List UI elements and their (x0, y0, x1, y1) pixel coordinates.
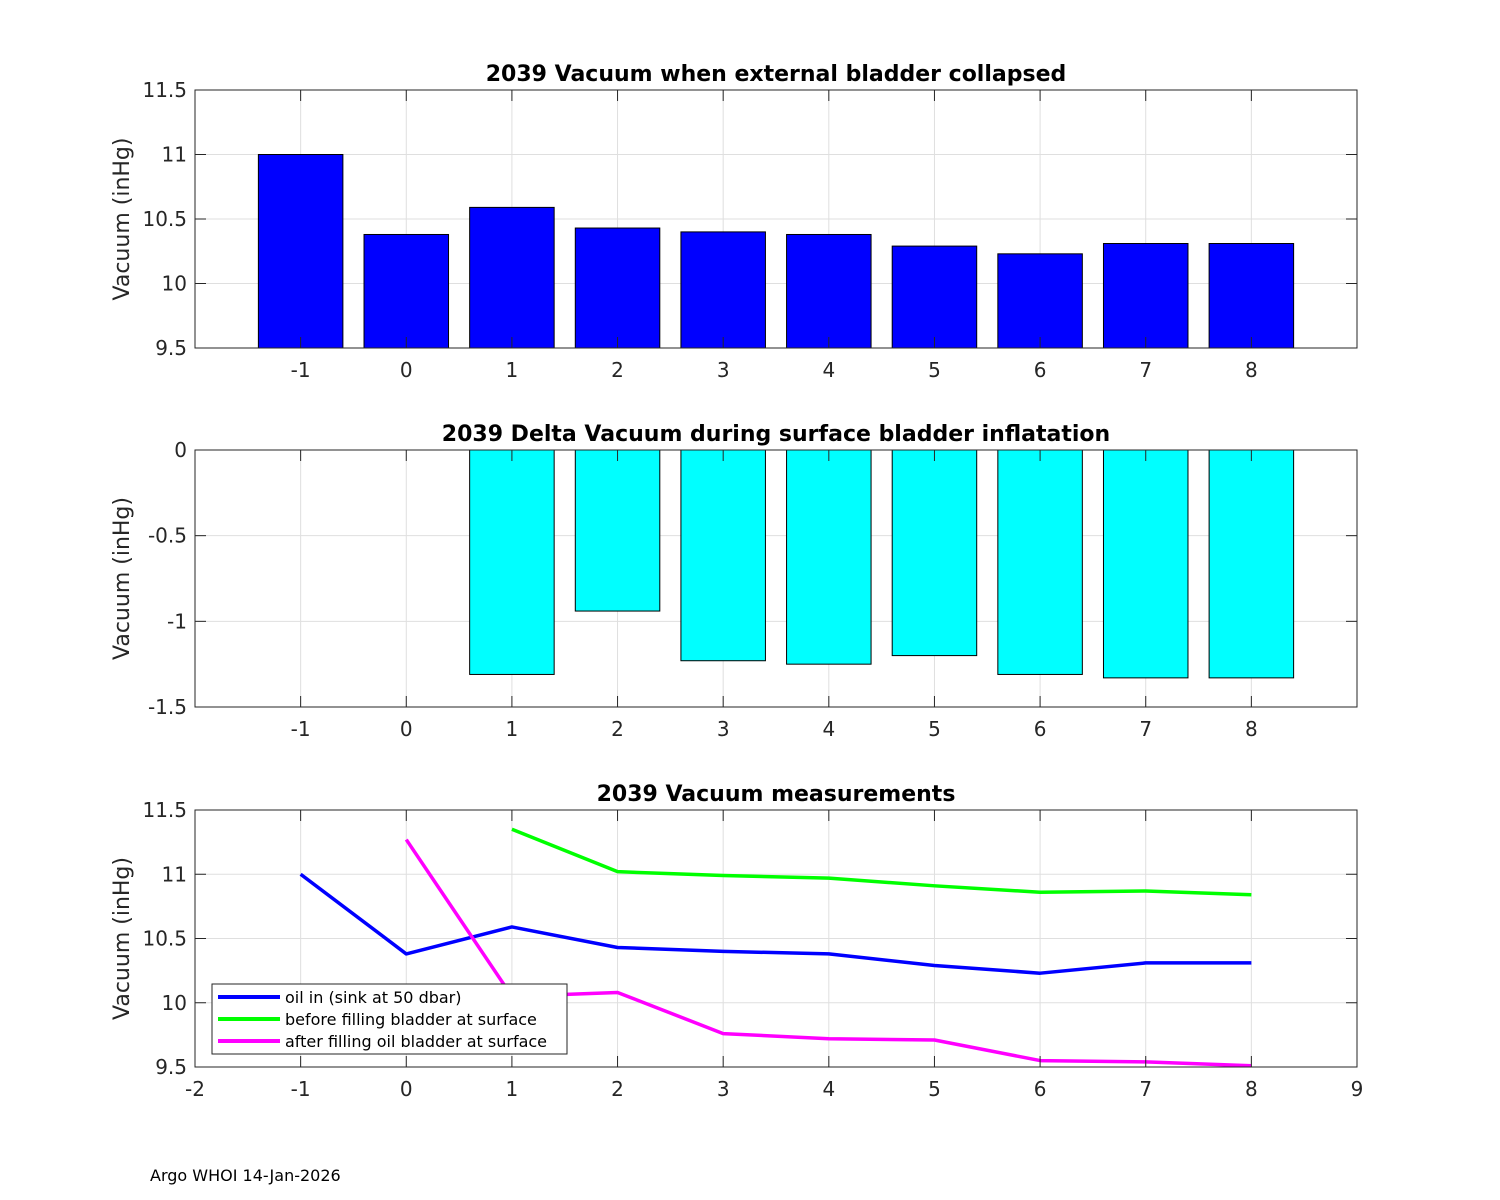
xtick-label: 6 (1034, 717, 1047, 741)
bar-5 (891, 449, 978, 657)
bar-0 (363, 233, 450, 349)
xtick-label: -1 (291, 358, 311, 382)
chart-title: 2039 Vacuum when external bladder collap… (486, 62, 1067, 87)
bar-2 (574, 227, 661, 349)
xtick-label: 5 (928, 717, 941, 741)
legend-label-3: after filling oil bladder at surface (285, 1032, 547, 1051)
xtick-label: 1 (506, 358, 519, 382)
xtick-label: 0 (400, 717, 413, 741)
ytick-label: 11 (162, 143, 187, 167)
xtick-label: 0 (400, 358, 413, 382)
bar-6 (997, 253, 1083, 349)
legend-label-2: before filling bladder at surface (285, 1010, 537, 1029)
chart-3: -2 -1 0 1 2 3 4 5 6 7 8 9 9.5 10 10.5 11 11.5 2039 Vacuum… (110, 782, 1363, 1101)
bar-8 (1208, 449, 1295, 679)
ytick-label: -1 (167, 609, 187, 633)
bar-4 (786, 233, 872, 349)
xtick-label: 2 (611, 358, 624, 382)
bar-4 (786, 449, 872, 665)
bar-6 (997, 449, 1083, 675)
chart-1: -1 0 1 2 3 4 5 6 7 8 9.5 10 10.5 11 11.5 2039 Vacuum wh… (110, 62, 1358, 382)
xtick-label: 0 (400, 1077, 413, 1101)
bar-5 (891, 245, 978, 349)
xtick-label: 9 (1351, 1077, 1364, 1101)
xtick-label: 3 (717, 358, 730, 382)
y-axis-label: Vacuum (inHg) (110, 138, 135, 301)
y-axis-label: Vacuum (inHg) (110, 857, 135, 1020)
legend: oil in (sink at 50 dbar) before filling b… (211, 983, 568, 1055)
chart-2: -1 0 1 2 3 4 5 6 7 8 -1.5 -1 -0.5 0 2039 Delta Vacuum … (110, 422, 1358, 741)
xtick-label: 5 (928, 1077, 941, 1101)
y-axis-label: Vacuum (inHg) (110, 497, 135, 660)
xtick-label: 6 (1034, 358, 1047, 382)
chart-title: 2039 Delta Vacuum during surface bladder… (442, 422, 1110, 447)
ytick-label: 10.5 (142, 207, 187, 231)
ytick-label: 10.5 (142, 927, 187, 951)
ytick-label: -0.5 (148, 524, 187, 548)
bar-3 (680, 449, 766, 662)
xtick-label: 7 (1139, 358, 1152, 382)
ytick-label: 9.5 (155, 1055, 187, 1079)
ytick-label: -1.5 (148, 695, 187, 719)
series-line-2 (511, 827, 1252, 897)
xtick-label: 4 (822, 358, 835, 382)
chart-title: 2039 Vacuum measurements (597, 782, 956, 807)
xtick-label: 2 (611, 1077, 624, 1101)
xtick-label: 8 (1245, 358, 1258, 382)
bar-3 (680, 231, 766, 349)
xtick-label: 1 (506, 1077, 519, 1101)
ytick-label: 11 (162, 862, 187, 886)
xtick-label: 2 (611, 717, 624, 741)
xtick-label: -2 (185, 1077, 205, 1101)
xtick-label: 4 (822, 717, 835, 741)
ytick-label: 0 (174, 438, 187, 462)
ytick-label: 11.5 (142, 798, 187, 822)
xtick-label: 3 (717, 717, 730, 741)
xtick-label: -1 (291, 1077, 311, 1101)
bar-7 (1102, 243, 1189, 349)
xtick-label: 3 (717, 1077, 730, 1101)
bar-1 (469, 206, 555, 349)
ytick-label: 9.5 (155, 336, 187, 360)
ytick-label: 10 (162, 272, 187, 296)
xtick-label: 8 (1245, 1077, 1258, 1101)
bar-8 (1208, 243, 1295, 349)
xtick-label: 7 (1139, 1077, 1152, 1101)
bar-7 (1102, 449, 1189, 679)
bar-2 (574, 449, 661, 612)
footer-credit: Argo WHOI 14-Jan-2026 (150, 1166, 341, 1185)
xtick-label: 5 (928, 358, 941, 382)
ytick-label: 11.5 (142, 78, 187, 102)
ytick-label: 10 (162, 991, 187, 1015)
axes-box (194, 449, 1358, 708)
xtick-label: 6 (1034, 1077, 1047, 1101)
series-line-1 (299, 872, 1252, 975)
xtick-label: 8 (1245, 717, 1258, 741)
bar--1 (257, 154, 344, 349)
xtick-label: -1 (291, 717, 311, 741)
bar-1 (469, 449, 555, 675)
xtick-label: 4 (822, 1077, 835, 1101)
legend-label-1: oil in (sink at 50 dbar) (285, 988, 462, 1007)
xtick-label: 1 (506, 717, 519, 741)
xtick-label: 7 (1139, 717, 1152, 741)
